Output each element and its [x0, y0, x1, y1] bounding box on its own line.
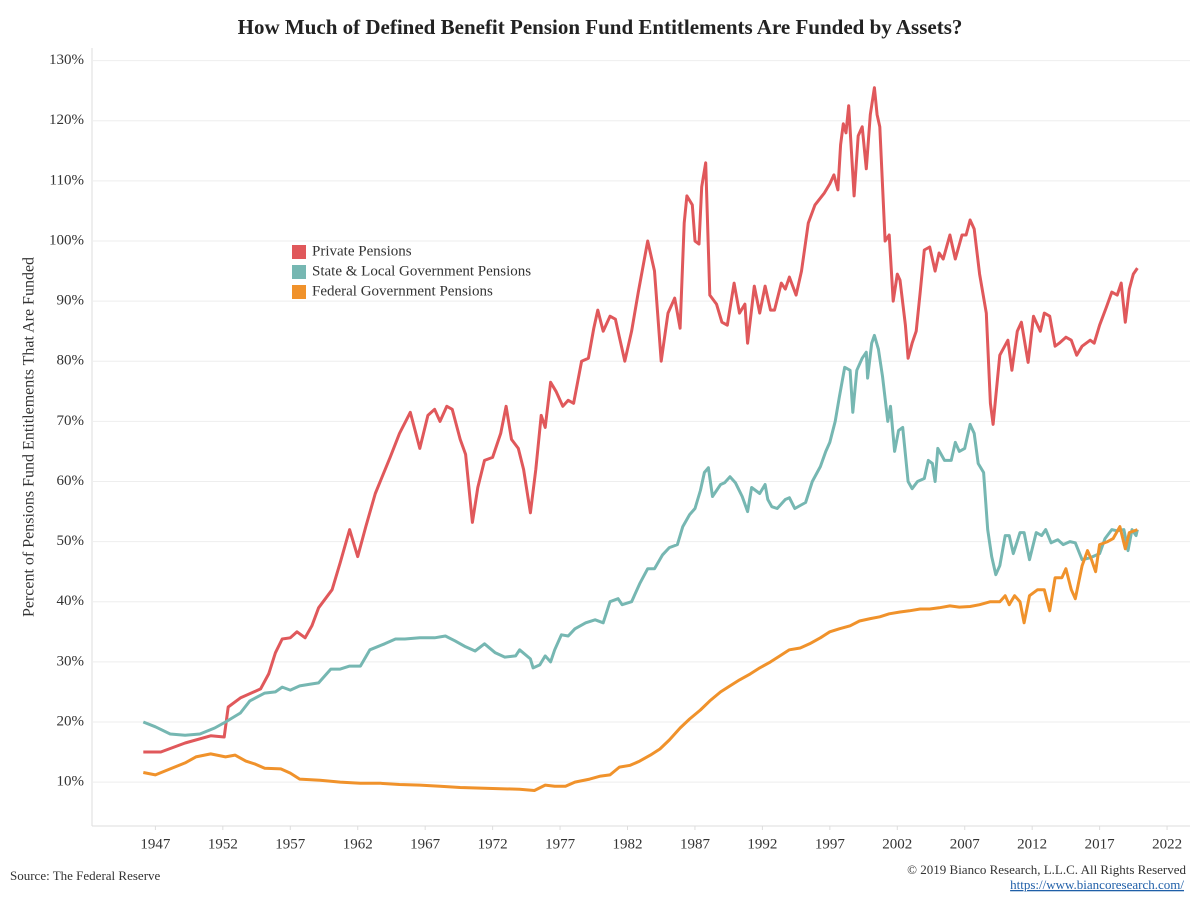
- url-link[interactable]: https://www.biancoresearch.com/: [1010, 877, 1184, 892]
- y-tick-label: 60%: [57, 473, 85, 489]
- x-tick-label: 2017: [1085, 836, 1116, 852]
- x-tick-label: 1962: [343, 836, 373, 852]
- x-tick-label: 1977: [545, 836, 576, 852]
- legend-swatch: [292, 265, 306, 279]
- x-tick-label: 1967: [410, 836, 441, 852]
- x-tick-label: 1972: [478, 836, 508, 852]
- y-tick-label: 110%: [50, 172, 84, 188]
- x-tick-label: 2022: [1152, 836, 1182, 852]
- legend-label: Federal Government Pensions: [312, 283, 493, 299]
- series-line: [143, 525, 1138, 792]
- series-line: [142, 333, 1139, 737]
- y-tick-label: 10%: [57, 774, 85, 790]
- y-tick-label: 50%: [57, 533, 85, 549]
- legend-label: State & Local Government Pensions: [312, 263, 531, 279]
- y-axis-title: Percent of Pensions Fund Entitlements Th…: [21, 257, 38, 617]
- y-tick-label: 70%: [57, 413, 85, 429]
- x-tick-label: 1987: [680, 836, 711, 852]
- legend-label: Private Pensions: [312, 243, 412, 259]
- copyright: © 2019 Bianco Research, L.L.C. All Right…: [907, 862, 1186, 877]
- y-tick-label: 90%: [57, 293, 85, 309]
- y-tick-label: 100%: [49, 232, 84, 248]
- y-tick-label: 20%: [57, 713, 85, 729]
- legend-swatch: [292, 245, 306, 259]
- x-tick-label: 1982: [613, 836, 643, 852]
- series-line: [143, 86, 1139, 754]
- y-tick-label: 130%: [49, 52, 84, 68]
- y-tick-label: 80%: [57, 353, 85, 369]
- legend-swatch: [292, 285, 306, 299]
- y-tick-label: 120%: [49, 112, 84, 128]
- x-tick-label: 1992: [747, 836, 777, 852]
- x-tick-label: 2002: [882, 836, 912, 852]
- x-tick-label: 1957: [275, 836, 306, 852]
- y-tick-label: 30%: [57, 653, 85, 669]
- x-tick-label: 1997: [815, 836, 846, 852]
- source: Source: The Federal Reserve: [10, 868, 161, 883]
- y-tick-label: 40%: [57, 593, 85, 609]
- x-tick-label: 2007: [950, 836, 981, 852]
- x-tick-label: 1947: [140, 836, 171, 852]
- chart-title: How Much of Defined Benefit Pension Fund…: [238, 15, 963, 39]
- x-tick-label: 1952: [208, 836, 238, 852]
- x-tick-label: 2012: [1017, 836, 1047, 852]
